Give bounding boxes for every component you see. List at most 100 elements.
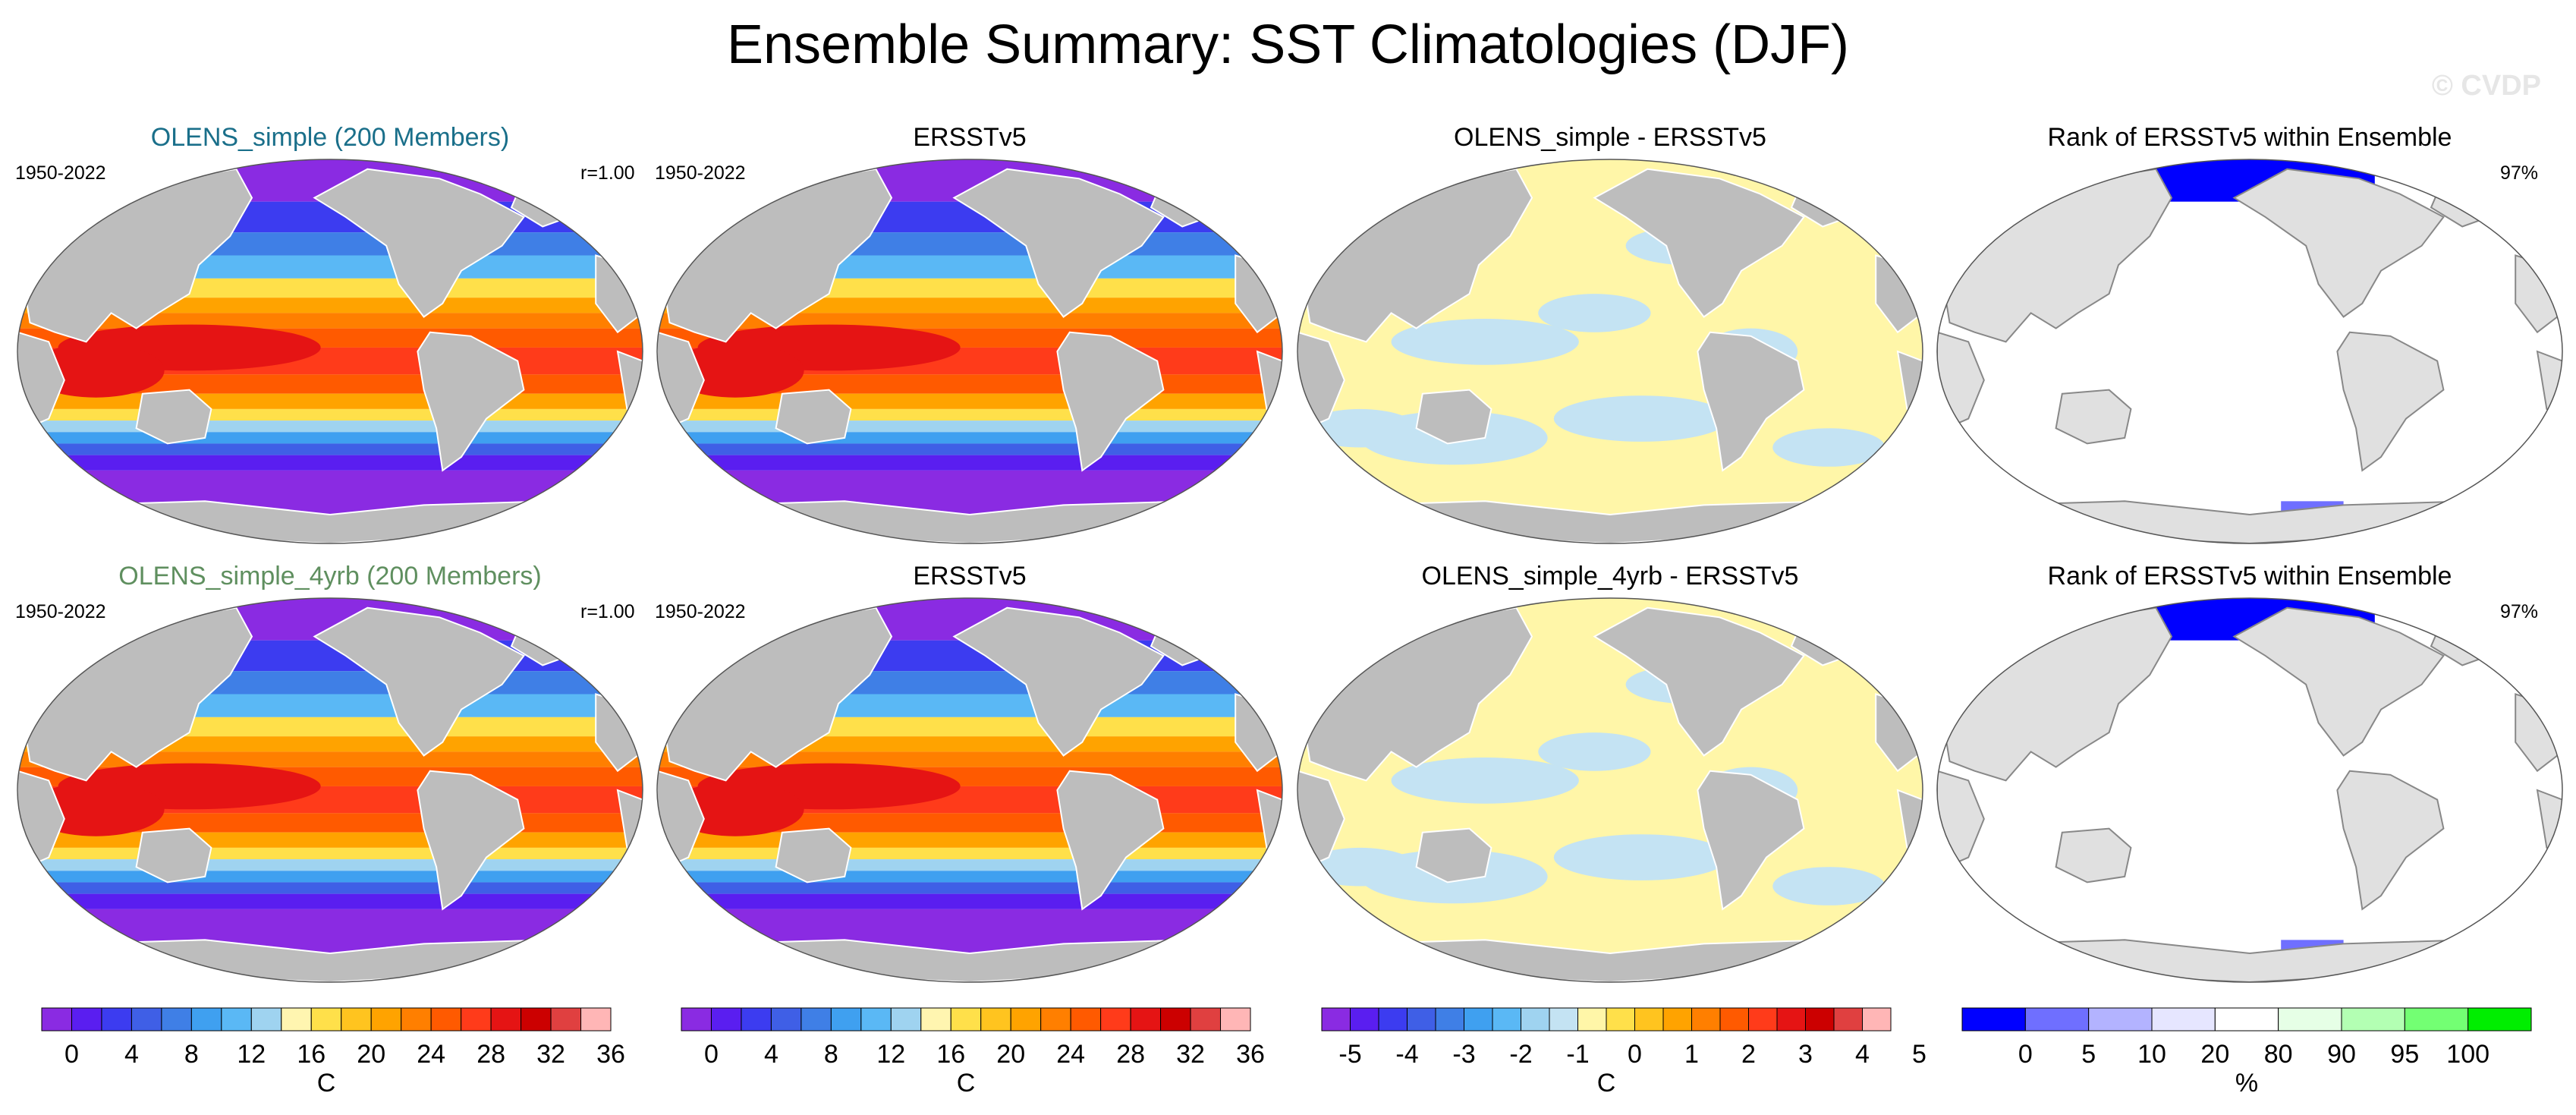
colorbar-swatch — [741, 1007, 772, 1032]
corner-stat-label: 97% — [2500, 601, 2539, 622]
sst-band — [17, 443, 643, 455]
colorbar-swatch — [580, 1007, 612, 1032]
colorbar-swatch — [2341, 1007, 2405, 1032]
panel-title: Rank of ERSSTv5 within Ensemble — [2047, 123, 2452, 152]
colorbar-swatch — [1070, 1007, 1102, 1032]
colorbar-swatch — [161, 1007, 192, 1032]
map-sst — [656, 159, 1283, 544]
period-label: 1950-2022 — [655, 601, 746, 622]
colorbar-swatch — [190, 1007, 222, 1032]
colorbar-tick-label: -4 — [1395, 1040, 1418, 1069]
colorbar-swatch — [710, 1007, 742, 1032]
diff-negative-region — [1391, 318, 1579, 365]
sst-band — [657, 871, 1282, 883]
corner-stat-label: r=1.00 — [580, 162, 635, 184]
sst-band — [17, 871, 643, 883]
diff-negative-region — [1553, 834, 1729, 880]
map-rank — [1936, 597, 2563, 983]
land-namerica — [952, 606, 1165, 757]
colorbar-tick-label: 24 — [1056, 1040, 1085, 1069]
colorbar-swatch — [430, 1007, 462, 1032]
map-outline — [656, 597, 1283, 983]
land-australia — [775, 827, 852, 883]
colorbar-tick-label: 90 — [2327, 1040, 2356, 1069]
sst-band — [657, 443, 1282, 455]
map-outline — [1297, 159, 1923, 544]
colorbar-swatch — [1407, 1007, 1436, 1032]
map-sst — [656, 597, 1283, 983]
map-outline — [1936, 159, 2563, 544]
colorbar-swatch — [250, 1007, 282, 1032]
colorbar-swatch — [1634, 1007, 1664, 1032]
map-outline — [17, 159, 643, 544]
colorbar-swatch — [1748, 1007, 1778, 1032]
land-namerica — [2232, 606, 2445, 757]
sst-band — [17, 408, 643, 421]
land-australia — [2055, 827, 2132, 883]
land-samerica — [1056, 770, 1165, 911]
colorbar-swatch — [521, 1007, 552, 1032]
sst-band — [17, 847, 643, 860]
sst-colorbar-2: 0 4 8 12 16 20 24 28 32 36 C — [681, 1007, 1265, 1098]
land-samerica — [417, 770, 525, 911]
land-samerica — [1697, 331, 1805, 472]
sst-band — [657, 751, 1282, 767]
map-diff — [1297, 159, 1923, 544]
corner-stat-label: 97% — [2500, 162, 2539, 184]
colorbar-swatch — [1010, 1007, 1042, 1032]
colorbar-swatch — [2088, 1007, 2153, 1032]
sst-band — [657, 313, 1282, 329]
sst-band — [17, 313, 643, 329]
map-diff — [1297, 597, 1923, 983]
colorbar-swatch — [101, 1007, 132, 1032]
colorbar-tick-label: 12 — [876, 1040, 905, 1069]
sst-band — [17, 859, 643, 871]
colorbar-tick-label: -3 — [1452, 1040, 1475, 1069]
colorbar-swatch — [1862, 1007, 1892, 1032]
colorbar-tick-label: 4 — [1855, 1040, 1870, 1069]
colorbar-swatch — [310, 1007, 342, 1032]
sst-colorbar: 0 4 8 12 16 20 24 28 32 36 C — [41, 1007, 625, 1098]
colorbar-tick-label: 0 — [704, 1040, 719, 1069]
land-australia — [135, 389, 212, 445]
diff-negative-region — [1304, 847, 1417, 887]
colorbar-swatch — [2214, 1007, 2279, 1032]
sst-band — [657, 408, 1282, 421]
colorbar-tick-label: 28 — [1116, 1040, 1145, 1069]
panel-title: OLENS_simple - ERSSTv5 — [1454, 123, 1766, 152]
panel-title: OLENS_simple_4yrb - ERSSTv5 — [1421, 562, 1799, 591]
colorbar-tick-label: 100 — [2446, 1040, 2490, 1069]
colorbar-swatch — [1100, 1007, 1131, 1032]
map-sst — [17, 159, 643, 544]
colorbar-unit: C — [957, 1069, 976, 1098]
colorbar-tick-label: -5 — [1338, 1040, 1361, 1069]
land-australia — [1415, 827, 1492, 883]
colorbar-swatch — [1577, 1007, 1607, 1032]
colorbar-swatch — [980, 1007, 1011, 1032]
colorbar-tick-label: 8 — [824, 1040, 838, 1069]
colorbar-swatch — [920, 1007, 951, 1032]
diff-negative-region — [1538, 732, 1651, 771]
diff-negative-region — [1553, 395, 1729, 442]
colorbar-swatch — [1961, 1007, 2026, 1032]
panel-title: ERSSTv5 — [913, 562, 1027, 591]
colorbar-tick-label: 4 — [764, 1040, 778, 1069]
colorbar-tick-label: 36 — [1236, 1040, 1265, 1069]
map-rank — [1936, 159, 2563, 544]
colorbar-tick-label: 16 — [297, 1040, 326, 1069]
sst-band — [657, 882, 1282, 894]
colorbar-swatch — [1833, 1007, 1863, 1032]
land-samerica — [2336, 770, 2445, 911]
colorbar-tick-label: 2 — [1741, 1040, 1756, 1069]
colorbar-swatch — [1662, 1007, 1692, 1032]
colorbar-tick-label: 20 — [357, 1040, 385, 1069]
land-australia — [2055, 389, 2132, 445]
colorbar-tick-label: 0 — [64, 1040, 79, 1069]
sst-band — [17, 420, 643, 433]
rank-colorbar: 0 5 10 20 80 90 95 100% — [1961, 1007, 2532, 1098]
corner-stat-label: r=1.00 — [580, 601, 635, 622]
colorbar-tick-label: 32 — [1176, 1040, 1205, 1069]
colorbar-swatch — [1805, 1007, 1835, 1032]
map-outline — [1936, 597, 2563, 983]
map-outline — [17, 597, 643, 983]
